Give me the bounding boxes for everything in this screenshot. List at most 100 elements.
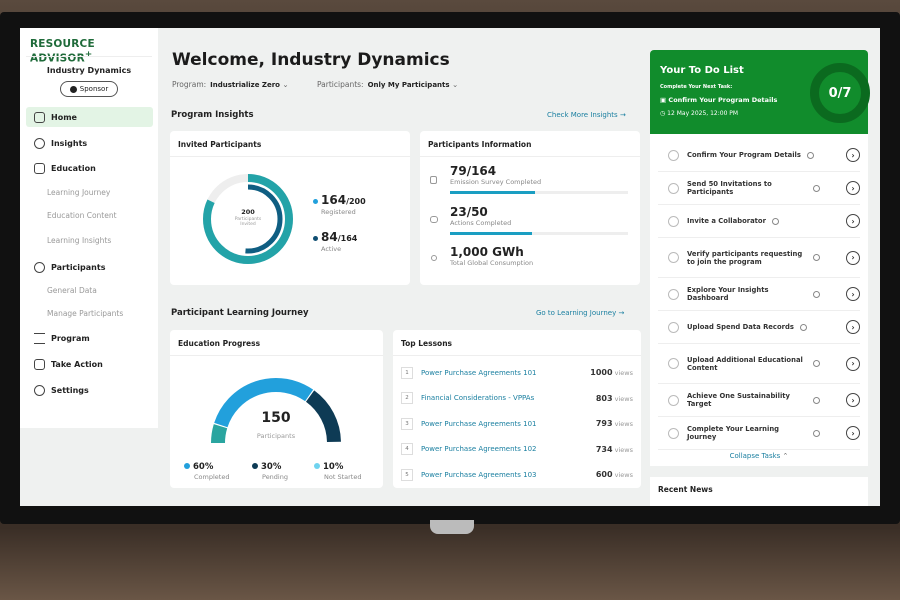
- donut-center-value: 200: [241, 208, 255, 216]
- participants-filter[interactable]: Participants: Only My Participants ⌄: [317, 80, 459, 89]
- book-icon: [34, 162, 45, 174]
- lesson-views: 1000 views: [590, 368, 633, 377]
- gauge-label: Participants: [256, 432, 296, 440]
- lesson-link[interactable]: Power Purchase Agreements 101: [421, 419, 537, 428]
- task-label: Upload Additional Educational Content: [687, 355, 803, 372]
- task-checkbox[interactable]: [668, 427, 679, 439]
- todo-task[interactable]: Explore Your Insights Dashboard ›: [658, 278, 860, 311]
- lesson-link[interactable]: Power Purchase Agreements 101: [421, 368, 537, 377]
- lesson-rank: 2: [401, 392, 413, 404]
- screen: RESOURCE ADVISOR+ Industry Dynamics Spon…: [20, 28, 880, 506]
- lesson-row: 4 Power Purchase Agreements 102 734 views: [401, 437, 633, 462]
- lesson-rank: 4: [401, 443, 413, 455]
- help-icon[interactable]: [813, 396, 820, 404]
- active-dot: [313, 236, 318, 241]
- help-icon[interactable]: [799, 323, 807, 331]
- todo-task[interactable]: Achieve One Sustainability Target ›: [658, 384, 860, 417]
- sidebar-item-take-action[interactable]: Take Action: [26, 354, 153, 374]
- todo-task[interactable]: Complete Your Learning Journey ›: [658, 417, 860, 450]
- help-icon[interactable]: [813, 290, 820, 298]
- sidebar-item-participants[interactable]: Participants: [26, 257, 153, 277]
- registered-ring: [203, 174, 293, 264]
- survey-progress-bar: [450, 191, 628, 194]
- task-checkbox[interactable]: [668, 288, 679, 300]
- help-icon[interactable]: [771, 217, 779, 225]
- todo-task[interactable]: Send 50 Invitations to Participants ›: [658, 172, 860, 205]
- sidebar-sub-learning-journey[interactable]: Learning Journey: [47, 188, 111, 197]
- task-checkbox[interactable]: [668, 215, 679, 227]
- sidebar-sub-general-data[interactable]: General Data: [47, 286, 97, 295]
- task-label: Complete Your Learning Journey: [687, 425, 780, 441]
- task-checkbox[interactable]: [668, 321, 679, 333]
- task-checkbox[interactable]: [668, 252, 679, 263]
- todo-header: Your To Do List Complete Your Next Task:…: [650, 50, 870, 134]
- lightbulb-icon: [431, 255, 437, 261]
- logo[interactable]: RESOURCE ADVISOR+: [30, 38, 95, 65]
- program-filter[interactable]: Program: Industrialize Zero ⌄: [172, 80, 289, 89]
- task-checkbox[interactable]: [668, 394, 679, 406]
- lesson-views: 803 views: [595, 393, 633, 403]
- check-more-insights-link[interactable]: Check More Insights →: [547, 111, 626, 119]
- task-checkbox[interactable]: [668, 149, 679, 161]
- education-progress-card: Education Progress 150 Participants 60% C…: [170, 330, 383, 488]
- chevron-right-icon[interactable]: ›: [846, 250, 860, 265]
- lesson-views: 793 views: [595, 419, 633, 428]
- sidebar: RESOURCE ADVISOR+ Industry Dynamics Spon…: [20, 28, 158, 428]
- task-checkbox[interactable]: [668, 182, 679, 194]
- lesson-link[interactable]: Power Purchase Agreements 102: [421, 445, 537, 453]
- todo-task[interactable]: Invite a Collaborator ›: [658, 205, 860, 238]
- progress-fill: [450, 232, 532, 235]
- help-icon[interactable]: [806, 151, 814, 159]
- section-title: Participant Learning Journey: [171, 308, 309, 318]
- chevron-right-icon[interactable]: ›: [846, 287, 860, 301]
- chevron-down-icon: ⌄: [282, 80, 289, 89]
- divider: [26, 56, 152, 57]
- lesson-link[interactable]: Financial Considerations - VPPAs: [421, 394, 535, 402]
- todo-progress-ring: 0/7: [810, 63, 870, 123]
- sidebar-sub-manage-participants[interactable]: Manage Participants: [47, 309, 124, 318]
- chevron-right-icon[interactable]: ›: [846, 426, 860, 440]
- task-label: Confirm Your Program Details: [687, 151, 801, 159]
- help-icon[interactable]: [813, 360, 820, 367]
- registered-stat: 164/200 Registered: [313, 189, 366, 216]
- task-checkbox[interactable]: [668, 358, 679, 369]
- lesson-row: 2 Financial Considerations - VPPAs 803 vie…: [401, 386, 633, 411]
- gauge-not-started: [211, 424, 228, 444]
- todo-task[interactable]: Confirm Your Program Details ›: [658, 139, 860, 172]
- sidebar-item-program[interactable]: Program: [26, 328, 153, 348]
- chevron-right-icon[interactable]: ›: [846, 181, 860, 195]
- chevron-right-icon[interactable]: ›: [846, 356, 860, 371]
- chevron-up-icon: ⌃: [782, 452, 789, 460]
- chevron-right-icon[interactable]: ›: [846, 393, 860, 407]
- lesson-link[interactable]: Power Purchase Agreements 103: [421, 470, 537, 479]
- help-icon[interactable]: [813, 429, 820, 437]
- task-label: Verify participants requesting to join t…: [687, 249, 803, 266]
- task-label: Explore Your Insights Dashboard: [687, 286, 769, 302]
- sidebar-item-settings[interactable]: Settings: [26, 380, 153, 400]
- chevron-right-icon[interactable]: ›: [846, 320, 860, 334]
- gauge-pending: [305, 390, 341, 443]
- gear-icon: [34, 384, 45, 396]
- card-title: Top Lessons: [393, 330, 641, 356]
- todo-task[interactable]: Upload Additional Educational Content ›: [658, 344, 860, 384]
- sidebar-item-insights[interactable]: Insights: [26, 133, 153, 153]
- lesson-rank: 5: [401, 468, 413, 481]
- todo-task[interactable]: Verify participants requesting to join t…: [658, 238, 860, 278]
- help-icon[interactable]: [813, 254, 820, 261]
- legend-dot: [252, 463, 258, 469]
- collapse-tasks-button[interactable]: Collapse Tasks ⌃: [729, 452, 789, 460]
- todo-task[interactable]: Upload Spend Data Records ›: [658, 311, 860, 344]
- help-icon[interactable]: [813, 184, 820, 192]
- active-stat: 84/164 Active: [313, 226, 357, 253]
- go-to-learning-journey-link[interactable]: Go to Learning Journey →: [536, 309, 625, 317]
- lesson-rank: 1: [401, 366, 413, 379]
- sidebar-item-education[interactable]: Education: [26, 158, 153, 178]
- sidebar-sub-learning-insights[interactable]: Learning Insights: [47, 236, 112, 245]
- chevron-right-icon[interactable]: ›: [846, 214, 860, 228]
- sidebar-sub-education-content[interactable]: Education Content: [47, 211, 117, 220]
- next-task-link[interactable]: ▣ Confirm Your Program Details: [660, 96, 778, 104]
- sidebar-item-home[interactable]: Home: [26, 107, 153, 127]
- gauge-completed: [214, 378, 314, 428]
- chevron-right-icon[interactable]: ›: [846, 148, 860, 162]
- sponsor-badge[interactable]: Sponsor: [60, 81, 118, 97]
